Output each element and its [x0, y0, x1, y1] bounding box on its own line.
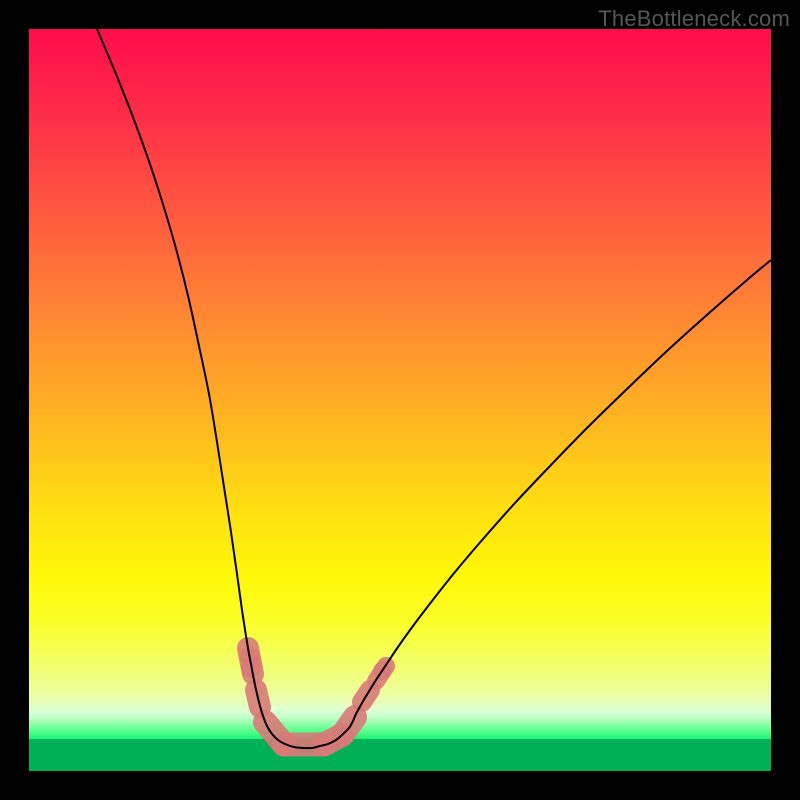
gradient-background — [29, 29, 771, 771]
bottleneck-chart — [0, 0, 800, 800]
green-band — [29, 739, 771, 771]
plot-area — [29, 29, 771, 771]
watermark-text: TheBottleneck.com — [598, 6, 790, 32]
